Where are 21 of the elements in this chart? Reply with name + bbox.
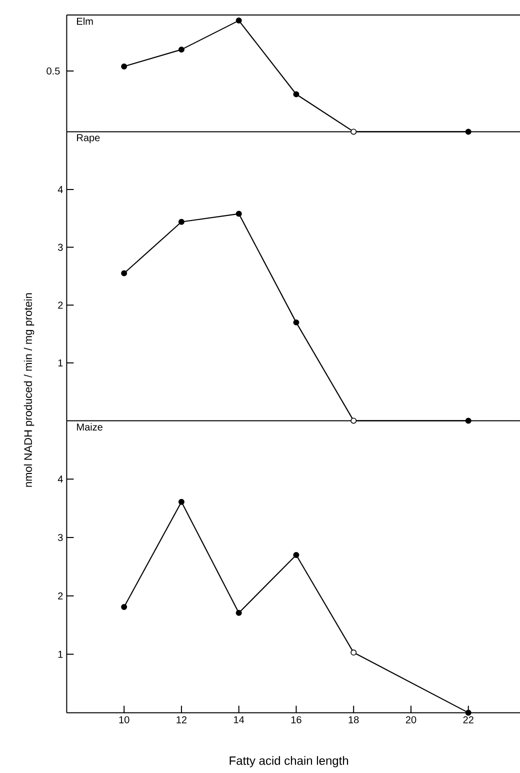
x-tick-label: 22: [463, 716, 474, 724]
y-tick-label: 2: [58, 302, 62, 309]
y-axis-title: nmol NADH produced / min / mg protein: [24, 293, 34, 487]
text: 0.5: [46, 67, 60, 75]
y-tick-label: 1: [58, 650, 62, 658]
y-tick-label: 4: [58, 186, 63, 193]
x-tick-label: 20: [406, 716, 416, 724]
y-tick-label: 1: [58, 359, 62, 366]
y-tick-label: 3: [58, 534, 62, 542]
x-tick-label: 14: [234, 716, 244, 724]
x-tick-label: 18: [348, 716, 358, 724]
chart-title: Rape: [76, 134, 100, 144]
y-tick-label: 3: [58, 244, 62, 251]
x-axis-title: Fatty acid chain length: [230, 756, 348, 768]
x-tick-label: 16: [291, 716, 302, 724]
y-tick-label: 4: [58, 476, 63, 483]
y-tick-label: 2: [58, 592, 62, 600]
chart-title: Maize: [76, 423, 102, 431]
x-tick-label: 12: [176, 716, 186, 724]
x-tick-label: 10: [119, 716, 130, 724]
chart-title: Elm: [76, 18, 93, 25]
